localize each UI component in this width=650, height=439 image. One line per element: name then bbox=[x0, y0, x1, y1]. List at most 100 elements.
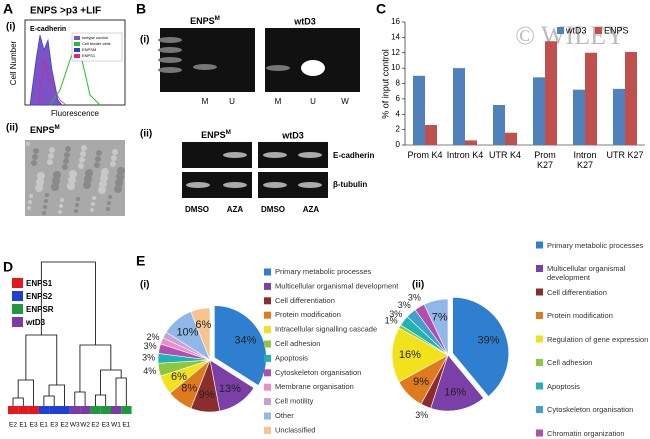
gel-band bbox=[186, 182, 210, 188]
dendrogram-branch bbox=[48, 384, 65, 406]
cell bbox=[111, 155, 117, 161]
gel-band bbox=[266, 65, 290, 71]
label: E bbox=[136, 253, 145, 269]
label-sup: M bbox=[226, 129, 231, 136]
legend-label: Cell adhesion bbox=[275, 339, 320, 348]
cell bbox=[35, 184, 43, 192]
dendrogram-branch bbox=[115, 377, 127, 406]
cell bbox=[90, 208, 94, 212]
legend-label: Intracellular signalling cascade bbox=[275, 325, 377, 334]
legend-label: ENPS bbox=[604, 25, 629, 35]
label: W2 bbox=[80, 422, 90, 429]
label: ENPSM bbox=[190, 15, 220, 27]
cell bbox=[32, 154, 38, 160]
pie-slice bbox=[190, 307, 211, 361]
data-label: 34% bbox=[234, 334, 256, 346]
legend-swatch bbox=[12, 291, 23, 301]
cell bbox=[33, 148, 39, 154]
label: M bbox=[275, 97, 282, 106]
leaf bbox=[111, 406, 122, 414]
label: D bbox=[3, 259, 13, 275]
cell bbox=[107, 201, 111, 205]
legend-swatch bbox=[557, 27, 564, 34]
pie-slice bbox=[430, 354, 485, 412]
data-label: 13% bbox=[219, 383, 241, 395]
legend-swatch bbox=[536, 359, 543, 366]
y-tick-label: 16 bbox=[391, 17, 400, 26]
data-label: 2% bbox=[146, 332, 159, 342]
gel-band bbox=[298, 152, 322, 158]
legend-swatch bbox=[536, 312, 543, 319]
legend-swatch bbox=[536, 241, 543, 249]
y-tick-label: 12 bbox=[391, 48, 400, 57]
data-label: 16% bbox=[444, 386, 466, 398]
cell bbox=[96, 150, 102, 156]
data-label: 3% bbox=[142, 352, 155, 362]
cell bbox=[101, 168, 109, 176]
label: C bbox=[376, 1, 386, 17]
label: wtD3 bbox=[281, 130, 304, 140]
legend-swatch bbox=[74, 42, 80, 46]
legend-swatch bbox=[264, 297, 271, 305]
legend-swatch bbox=[264, 311, 271, 319]
cell bbox=[63, 158, 69, 164]
label: E2 bbox=[9, 422, 17, 429]
legend-label: Cell differentiation bbox=[547, 287, 607, 297]
label-sup: M bbox=[215, 15, 220, 22]
legend-swatch bbox=[536, 288, 543, 296]
cell bbox=[98, 186, 106, 194]
legend-swatch bbox=[74, 36, 80, 40]
leaf bbox=[8, 406, 19, 414]
legend-swatch bbox=[12, 317, 23, 327]
label: E-cadherin bbox=[30, 26, 66, 33]
legend-label: Cell motility bbox=[275, 397, 314, 406]
label: M bbox=[202, 97, 209, 106]
label: (i) bbox=[140, 280, 149, 291]
cell bbox=[110, 161, 116, 167]
label: E1 bbox=[19, 422, 27, 429]
cell bbox=[36, 178, 44, 186]
leaf bbox=[18, 406, 29, 414]
cell bbox=[91, 202, 95, 206]
bar bbox=[505, 132, 517, 145]
legend-label: Chromatin organization bbox=[547, 428, 625, 438]
cell bbox=[69, 170, 77, 178]
dendrogram-branch bbox=[43, 395, 55, 406]
gel-band bbox=[223, 152, 247, 158]
label: (i) bbox=[140, 35, 149, 46]
legend-swatch bbox=[264, 398, 271, 406]
legend-label: wtD3 bbox=[565, 25, 587, 35]
gel-band bbox=[263, 152, 287, 158]
label: E2 bbox=[91, 422, 99, 429]
cell bbox=[58, 210, 62, 214]
cell bbox=[115, 179, 123, 187]
data-label: 10% bbox=[176, 327, 198, 339]
cell bbox=[92, 196, 96, 200]
cell bbox=[116, 173, 124, 181]
legend-label: Protein modification bbox=[275, 310, 341, 319]
gel-band bbox=[263, 182, 287, 188]
pie-slice bbox=[391, 327, 449, 383]
gel-band bbox=[193, 64, 217, 70]
dendrogram-branch bbox=[40, 261, 96, 345]
cell bbox=[78, 163, 84, 169]
label: Cell Number bbox=[9, 40, 18, 85]
bar bbox=[585, 52, 597, 145]
legend-swatch bbox=[264, 369, 271, 377]
leaf bbox=[69, 406, 81, 414]
label: ENPSM bbox=[82, 47, 96, 52]
bar bbox=[465, 140, 477, 145]
legend-label: Apoptosis bbox=[275, 353, 308, 362]
legend-label: Other bbox=[275, 411, 294, 420]
legend-swatch bbox=[536, 265, 543, 272]
cell bbox=[51, 183, 59, 191]
data-label: 3% bbox=[144, 341, 157, 351]
y-tick-label: 0 bbox=[396, 140, 401, 149]
legend-label: Cell differentiation bbox=[275, 296, 335, 305]
legend-swatch bbox=[595, 27, 602, 34]
data-label: 9% bbox=[199, 389, 215, 401]
pie-slice bbox=[423, 298, 449, 356]
cell bbox=[76, 197, 80, 201]
